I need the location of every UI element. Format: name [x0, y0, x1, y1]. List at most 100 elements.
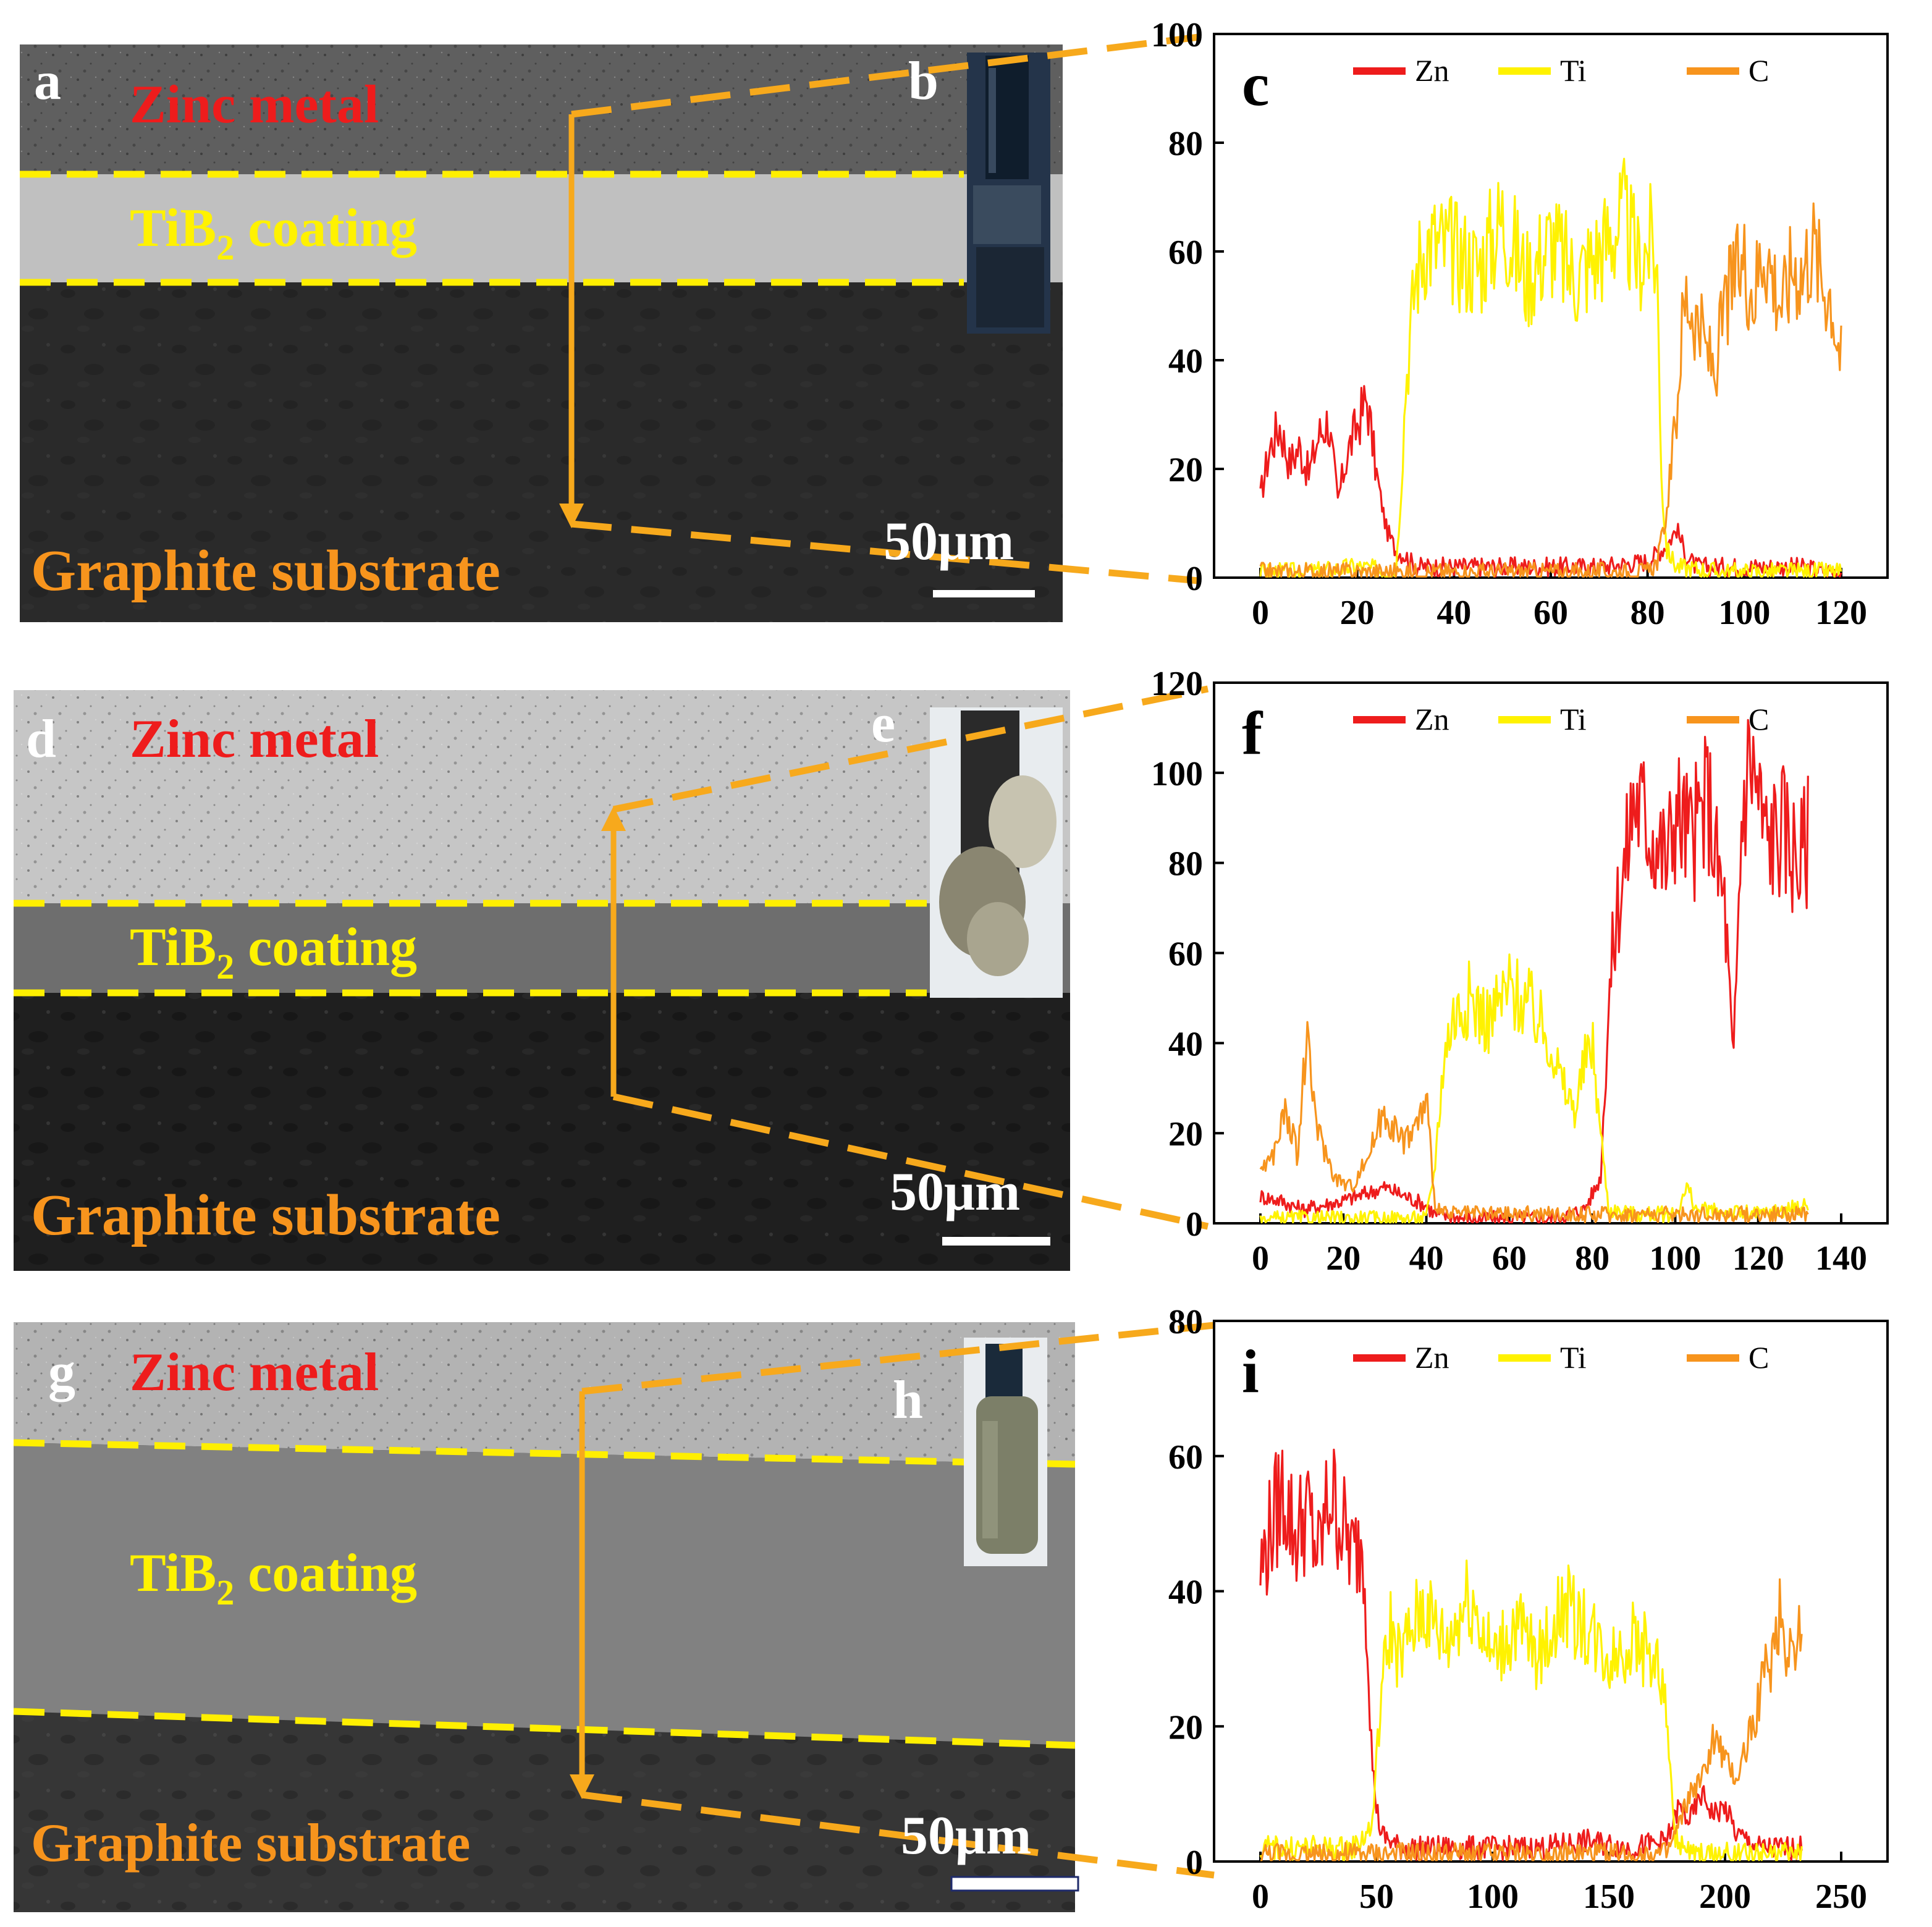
zinc-metal-label: Zinc metal: [130, 709, 379, 769]
series-line-ti: [1259, 953, 1809, 1224]
x-tick-label: 100: [1718, 594, 1770, 632]
zinc-metal-label: Zinc metal: [130, 75, 379, 135]
line-scan-chart-i: 0 20 40 60 80 0 50 100 150 200 250 Zn Ti Ci: [1168, 1303, 1889, 1916]
legend-label-c: C: [1749, 702, 1769, 736]
coating-layer-a: [20, 174, 1063, 282]
zoom-connector: [571, 520, 1199, 584]
series-line-c: [1260, 1578, 1803, 1862]
panel-label-h: h: [893, 1370, 923, 1430]
x-tick-label: 40: [1409, 1239, 1444, 1278]
legend-label-ti: Ti: [1560, 1340, 1587, 1375]
x-tick-label: 80: [1630, 594, 1665, 632]
scale-bar-label: 50μm: [884, 512, 1014, 571]
y-tick-label: 80: [1168, 1303, 1203, 1341]
y-tick-label: 0: [1186, 1844, 1203, 1882]
legend-label-zn: Zn: [1415, 702, 1449, 736]
zoom-connector: [612, 685, 1209, 813]
legend-label-c: C: [1749, 1340, 1769, 1375]
y-tick-label: 60: [1168, 935, 1203, 974]
line-scan-arrow: [570, 1391, 594, 1799]
y-tick-label: 20: [1168, 1115, 1203, 1153]
series-line-c: [1259, 1021, 1809, 1224]
x-tick-label: 100: [1467, 1878, 1519, 1916]
zoom-connector: [612, 1093, 1209, 1230]
sample-photo-e: [930, 707, 1063, 998]
x-tick-label: 20: [1326, 1239, 1360, 1278]
y-tick-label: 20: [1168, 1708, 1203, 1747]
coating-label: TiB2 coating: [130, 917, 417, 987]
line-scan-chart-f: 0 20 40 60 80 100 120 0 20 40 60 80 100 120 140 Zn Ti Cf: [1151, 665, 1889, 1278]
x-tick-label: 20: [1340, 594, 1375, 632]
x-tick-label: 140: [1815, 1239, 1867, 1278]
y-tick-label: 60: [1168, 234, 1203, 272]
x-tick-label: 50: [1359, 1878, 1394, 1916]
sample-photo-b: [967, 53, 1050, 334]
x-tick-label: 0: [1252, 1878, 1269, 1916]
legend-label-zn: Zn: [1415, 1340, 1449, 1375]
panel-label-d: d: [26, 709, 56, 769]
series-line-ti: [1259, 158, 1842, 578]
panel-label-c: c: [1242, 50, 1269, 119]
x-tick-label: 60: [1492, 1239, 1527, 1278]
boundary-line: [13, 1439, 1076, 1468]
panel-label-i: i: [1242, 1337, 1259, 1406]
scale-bar: [942, 1237, 1050, 1246]
panel-label-e: e: [871, 694, 895, 754]
boundary-line: [13, 1708, 1076, 1749]
panel-row-1: a Zinc metal TiB2 coating Graphite subst…: [20, 16, 1889, 632]
coating-layer-d: [14, 903, 1070, 993]
y-tick-label: 40: [1168, 342, 1203, 381]
graphite-substrate-label: Graphite substrate: [31, 1813, 470, 1873]
panel-row-2: d Zinc metal TiB2 coating Graphite subst…: [14, 665, 1889, 1278]
y-tick-label: 60: [1168, 1438, 1203, 1477]
scale-bar-label: 50μm: [890, 1162, 1020, 1222]
x-tick-label: 100: [1649, 1239, 1701, 1278]
legend-label-ti: Ti: [1560, 53, 1587, 88]
y-tick-label: 100: [1151, 16, 1203, 54]
zoom-connector: [581, 1322, 1215, 1395]
x-tick-label: 80: [1575, 1239, 1609, 1278]
graphite-substrate-label: Graphite substrate: [31, 1183, 500, 1247]
y-tick-label: 80: [1168, 125, 1203, 163]
x-tick-label: 60: [1533, 594, 1568, 632]
y-tick-label: 80: [1168, 845, 1203, 883]
x-tick-label: 120: [1815, 594, 1867, 632]
x-tick-label: 150: [1583, 1878, 1635, 1916]
line-scan-chart-c: 0 20 40 60 80 100 0 20 40 60 80 100 120 Zn Ti Cc: [1151, 16, 1889, 632]
legend-label-ti: Ti: [1560, 702, 1587, 736]
series-line-c: [1259, 202, 1842, 578]
legend-label-c: C: [1749, 53, 1769, 88]
y-tick-label: 100: [1151, 755, 1203, 793]
y-tick-label: 0: [1186, 1205, 1203, 1244]
scale-bar: [950, 1876, 1079, 1892]
coating-label: TiB2 coating: [130, 1543, 417, 1613]
scale-bar: [933, 590, 1035, 597]
coating-label: TiB2 coating: [130, 198, 417, 268]
y-tick-label: 40: [1168, 1574, 1203, 1612]
panel-label-b: b: [908, 51, 939, 111]
x-tick-label: 250: [1815, 1878, 1867, 1916]
chart-frame: [1213, 1320, 1889, 1863]
scale-bar-label: 50μm: [901, 1806, 1031, 1866]
panel-label-a: a: [34, 51, 61, 111]
zoom-connector: [571, 33, 1199, 118]
graphite-substrate-label: Graphite substrate: [31, 539, 500, 603]
legend-label-zn: Zn: [1415, 53, 1449, 88]
chart-frame: [1213, 681, 1889, 1225]
x-tick-label: 120: [1732, 1239, 1784, 1278]
y-tick-label: 120: [1151, 665, 1203, 703]
panel-label-f: f: [1242, 699, 1263, 767]
y-tick-label: 40: [1168, 1025, 1203, 1063]
line-scan-arrow: [559, 114, 584, 528]
y-tick-label: 0: [1186, 560, 1203, 598]
x-tick-label: 200: [1699, 1878, 1751, 1916]
line-scan-arrow: [601, 806, 626, 1097]
sample-photo-h: [964, 1338, 1047, 1566]
series-line-zn: [1259, 1448, 1803, 1862]
coating-layer-g: [14, 1443, 1075, 1745]
y-tick-label: 20: [1168, 451, 1203, 489]
zinc-metal-label: Zinc metal: [130, 1343, 379, 1402]
panel-label-g: g: [48, 1343, 75, 1402]
zoom-connector: [581, 1791, 1215, 1879]
